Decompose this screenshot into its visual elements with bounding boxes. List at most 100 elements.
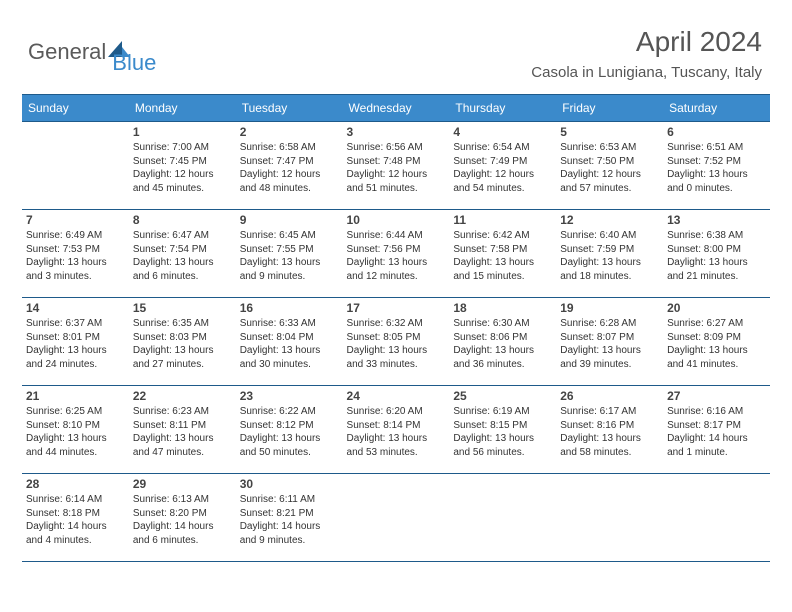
day-number: 14 [26, 301, 125, 315]
day-sunset: Sunset: 8:05 PM [347, 331, 446, 345]
calendar-day-cell: 20Sunrise: 6:27 AMSunset: 8:09 PMDayligh… [663, 298, 770, 386]
day-number: 16 [240, 301, 339, 315]
day-daylight: Daylight: 13 hours and 9 minutes. [240, 256, 339, 283]
calendar-day-cell: 4Sunrise: 6:54 AMSunset: 7:49 PMDaylight… [449, 122, 556, 210]
day-sunset: Sunset: 7:54 PM [133, 243, 232, 257]
day-daylight: Daylight: 13 hours and 12 minutes. [347, 256, 446, 283]
day-sunrise: Sunrise: 6:25 AM [26, 405, 125, 419]
day-sunrise: Sunrise: 6:16 AM [667, 405, 766, 419]
calendar-day-cell: 22Sunrise: 6:23 AMSunset: 8:11 PMDayligh… [129, 386, 236, 474]
calendar-week-row: 1Sunrise: 7:00 AMSunset: 7:45 PMDaylight… [22, 122, 770, 210]
page-title: April 2024 [636, 26, 762, 58]
day-number: 4 [453, 125, 552, 139]
day-daylight: Daylight: 13 hours and 33 minutes. [347, 344, 446, 371]
calendar-week-row: 14Sunrise: 6:37 AMSunset: 8:01 PMDayligh… [22, 298, 770, 386]
day-daylight: Daylight: 13 hours and 47 minutes. [133, 432, 232, 459]
calendar-day-cell: 19Sunrise: 6:28 AMSunset: 8:07 PMDayligh… [556, 298, 663, 386]
calendar-day-cell: 10Sunrise: 6:44 AMSunset: 7:56 PMDayligh… [343, 210, 450, 298]
calendar-week-row: 21Sunrise: 6:25 AMSunset: 8:10 PMDayligh… [22, 386, 770, 474]
day-sunrise: Sunrise: 6:30 AM [453, 317, 552, 331]
day-sunrise: Sunrise: 6:19 AM [453, 405, 552, 419]
calendar-day-cell: 3Sunrise: 6:56 AMSunset: 7:48 PMDaylight… [343, 122, 450, 210]
day-number: 3 [347, 125, 446, 139]
day-daylight: Daylight: 14 hours and 1 minute. [667, 432, 766, 459]
day-daylight: Daylight: 13 hours and 58 minutes. [560, 432, 659, 459]
calendar-day-cell: 27Sunrise: 6:16 AMSunset: 8:17 PMDayligh… [663, 386, 770, 474]
calendar-day-cell: 8Sunrise: 6:47 AMSunset: 7:54 PMDaylight… [129, 210, 236, 298]
day-sunrise: Sunrise: 6:35 AM [133, 317, 232, 331]
logo: General Blue [28, 28, 156, 76]
day-number: 20 [667, 301, 766, 315]
day-number: 1 [133, 125, 232, 139]
day-number: 27 [667, 389, 766, 403]
day-sunrise: Sunrise: 6:20 AM [347, 405, 446, 419]
day-sunset: Sunset: 8:06 PM [453, 331, 552, 345]
day-number: 9 [240, 213, 339, 227]
calendar-day-cell [343, 474, 450, 562]
day-sunset: Sunset: 8:03 PM [133, 331, 232, 345]
day-sunset: Sunset: 8:07 PM [560, 331, 659, 345]
day-number: 6 [667, 125, 766, 139]
day-daylight: Daylight: 12 hours and 48 minutes. [240, 168, 339, 195]
calendar-day-cell [556, 474, 663, 562]
calendar-day-cell: 30Sunrise: 6:11 AMSunset: 8:21 PMDayligh… [236, 474, 343, 562]
calendar-week-row: 28Sunrise: 6:14 AMSunset: 8:18 PMDayligh… [22, 474, 770, 562]
calendar-day-cell [449, 474, 556, 562]
calendar-day-cell: 17 Sunrise: 6:32 AMSunset: 8:05 PMDayligh… [343, 298, 450, 386]
day-sunset: Sunset: 8:15 PM [453, 419, 552, 433]
day-daylight: Daylight: 13 hours and 21 minutes. [667, 256, 766, 283]
logo-text-blue: Blue [112, 50, 156, 76]
day-sunrise: Sunrise: 6:27 AM [667, 317, 766, 331]
day-daylight: Daylight: 13 hours and 0 minutes. [667, 168, 766, 195]
day-sunset: Sunset: 7:48 PM [347, 155, 446, 169]
calendar-day-cell: 18Sunrise: 6:30 AMSunset: 8:06 PMDayligh… [449, 298, 556, 386]
day-number: 30 [240, 477, 339, 491]
day-sunrise: Sunrise: 6:14 AM [26, 493, 125, 507]
day-sunset: Sunset: 8:18 PM [26, 507, 125, 521]
day-sunrise: Sunrise: 6:28 AM [560, 317, 659, 331]
day-sunrise: Sunrise: 6:11 AM [240, 493, 339, 507]
logo-text-general: General [28, 39, 106, 65]
calendar-day-cell [22, 122, 129, 210]
calendar-day-cell [663, 474, 770, 562]
calendar-day-cell: 24Sunrise: 6:20 AMSunset: 8:14 PMDayligh… [343, 386, 450, 474]
day-number: 12 [560, 213, 659, 227]
day-number: 13 [667, 213, 766, 227]
day-daylight: Daylight: 12 hours and 51 minutes. [347, 168, 446, 195]
day-daylight: Daylight: 13 hours and 30 minutes. [240, 344, 339, 371]
calendar-day-cell: 26Sunrise: 6:17 AMSunset: 8:16 PMDayligh… [556, 386, 663, 474]
day-number: 5 [560, 125, 659, 139]
day-number: 25 [453, 389, 552, 403]
calendar-day-cell: 25 Sunrise: 6:19 AMSunset: 8:15 PMDayligh… [449, 386, 556, 474]
day-daylight: Daylight: 13 hours and 56 minutes. [453, 432, 552, 459]
day-sunrise: Sunrise: 6:37 AM [26, 317, 125, 331]
day-sunset: Sunset: 8:00 PM [667, 243, 766, 257]
day-sunrise: Sunrise: 6:32 AM [347, 317, 446, 331]
day-sunrise: Sunrise: 6:45 AM [240, 229, 339, 243]
day-sunset: Sunset: 8:04 PM [240, 331, 339, 345]
day-sunrise: Sunrise: 6:22 AM [240, 405, 339, 419]
day-daylight: Daylight: 13 hours and 24 minutes. [26, 344, 125, 371]
day-sunrise: Sunrise: 6:23 AM [133, 405, 232, 419]
day-daylight: Daylight: 12 hours and 45 minutes. [133, 168, 232, 195]
day-sunset: Sunset: 8:20 PM [133, 507, 232, 521]
day-sunrise: Sunrise: 6:53 AM [560, 141, 659, 155]
day-sunset: Sunset: 8:12 PM [240, 419, 339, 433]
day-sunset: Sunset: 7:59 PM [560, 243, 659, 257]
day-sunrise: Sunrise: 6:54 AM [453, 141, 552, 155]
calendar-day-cell: 7Sunrise: 6:49 AMSunset: 7:53 PMDaylight… [22, 210, 129, 298]
calendar-day-cell: 28Sunrise: 6:14 AMSunset: 8:18 PMDayligh… [22, 474, 129, 562]
day-number: 2 [240, 125, 339, 139]
day-sunset: Sunset: 8:10 PM [26, 419, 125, 433]
day-number: 17 [347, 301, 446, 315]
day-sunrise: Sunrise: 7:00 AM [133, 141, 232, 155]
day-number: 24 [347, 389, 446, 403]
day-daylight: Daylight: 14 hours and 9 minutes. [240, 520, 339, 547]
day-number: 22 [133, 389, 232, 403]
weekday-header: Wednesday [343, 95, 450, 122]
day-daylight: Daylight: 12 hours and 54 minutes. [453, 168, 552, 195]
day-sunset: Sunset: 7:45 PM [133, 155, 232, 169]
day-sunrise: Sunrise: 6:17 AM [560, 405, 659, 419]
day-sunrise: Sunrise: 6:42 AM [453, 229, 552, 243]
day-number: 18 [453, 301, 552, 315]
